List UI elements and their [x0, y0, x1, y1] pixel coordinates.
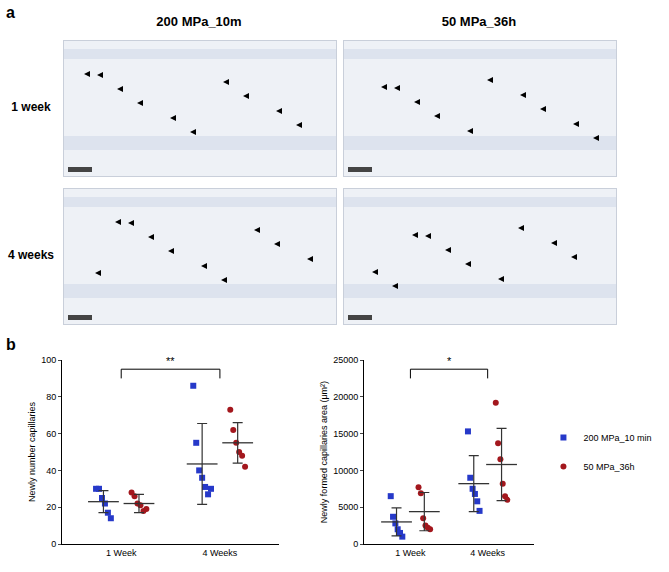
svg-text:25000: 25000 — [333, 355, 358, 365]
svg-text:0: 0 — [353, 539, 358, 549]
svg-text:20000: 20000 — [333, 392, 358, 402]
svg-text:10000: 10000 — [333, 466, 358, 476]
html-text:a: a — [6, 4, 15, 21]
svg-text:4 Weeks: 4 Weeks — [470, 548, 505, 558]
html-text:b: b — [6, 336, 16, 353]
html-text:4 weeks: 4 weeks — [8, 247, 54, 262]
svg-text:200 MPa_10 min: 200 MPa_10 min — [583, 433, 651, 443]
svg-text:1 Week: 1 Week — [106, 548, 137, 558]
svg-text:*: * — [447, 355, 452, 367]
svg-text:100: 100 — [41, 355, 56, 365]
svg-text:0: 0 — [51, 539, 56, 549]
svg-text:60: 60 — [46, 429, 56, 439]
svg-text:5000: 5000 — [338, 502, 358, 512]
html-text:50 MPa_36h: 50 MPa_36h — [441, 14, 517, 29]
svg-text:4 Weeks: 4 Weeks — [202, 548, 237, 558]
svg-text:20: 20 — [46, 502, 56, 512]
svg-text:Newly number capillaries: Newly number capillaries — [27, 401, 37, 502]
svg-text:50 MPa_36h: 50 MPa_36h — [583, 462, 634, 472]
svg-text:1 Week: 1 Week — [395, 548, 426, 558]
svg-text:**: ** — [166, 355, 175, 367]
svg-text:40: 40 — [46, 466, 56, 476]
svg-text:15000: 15000 — [333, 429, 358, 439]
svg-text:80: 80 — [46, 392, 56, 402]
html-text:1 week: 1 week — [11, 99, 51, 114]
svg-text:Newly formed capillaries area: Newly formed capillaries area (μm²) — [319, 381, 329, 523]
html-text:200 MPa_10m: 200 MPa_10m — [156, 14, 242, 29]
